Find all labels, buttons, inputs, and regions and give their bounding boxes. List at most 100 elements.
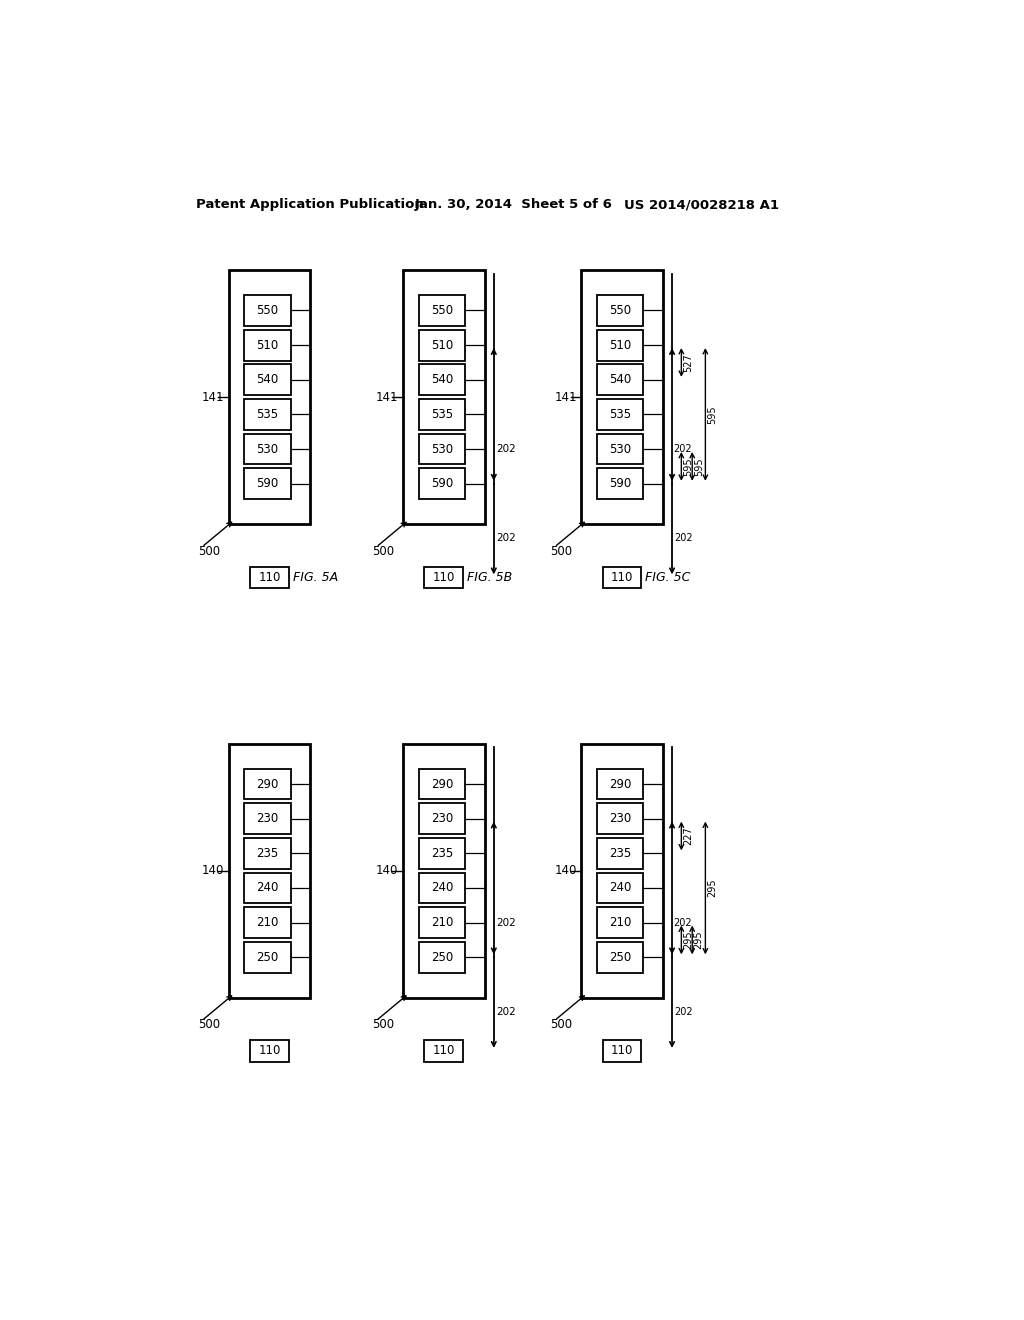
Text: 235: 235 xyxy=(609,847,631,859)
Text: 530: 530 xyxy=(256,442,279,455)
Text: 202: 202 xyxy=(674,917,692,928)
Text: 230: 230 xyxy=(431,812,453,825)
Text: 530: 530 xyxy=(431,442,453,455)
Text: 290: 290 xyxy=(609,777,632,791)
Text: 202: 202 xyxy=(496,917,516,928)
Bar xyxy=(597,296,643,326)
Text: US 2014/0028218 A1: US 2014/0028218 A1 xyxy=(624,198,779,211)
Text: 240: 240 xyxy=(609,882,632,895)
Text: 550: 550 xyxy=(609,304,631,317)
Text: 202: 202 xyxy=(674,444,692,454)
Bar xyxy=(245,399,291,430)
Text: 202: 202 xyxy=(496,533,516,543)
Bar xyxy=(582,271,663,524)
Text: 230: 230 xyxy=(609,812,631,825)
Text: 141: 141 xyxy=(376,391,398,404)
Text: 290: 290 xyxy=(256,777,279,791)
Bar xyxy=(419,469,465,499)
Text: 227: 227 xyxy=(683,826,693,845)
Text: 235: 235 xyxy=(431,847,453,859)
Text: 535: 535 xyxy=(431,408,453,421)
Text: 141: 141 xyxy=(554,391,577,404)
Text: 500: 500 xyxy=(198,1018,220,1031)
Text: 235: 235 xyxy=(256,847,279,859)
Bar xyxy=(419,907,465,939)
Text: 590: 590 xyxy=(431,478,453,490)
Text: 202: 202 xyxy=(496,444,516,454)
Text: FIG. 5B: FIG. 5B xyxy=(467,570,512,583)
Bar xyxy=(245,942,291,973)
Text: 595: 595 xyxy=(707,405,717,424)
Text: 590: 590 xyxy=(609,478,631,490)
Bar xyxy=(419,364,465,395)
Bar xyxy=(419,768,465,800)
Text: Jan. 30, 2014  Sheet 5 of 6: Jan. 30, 2014 Sheet 5 of 6 xyxy=(415,198,612,211)
Text: 202: 202 xyxy=(496,1007,516,1016)
Text: 500: 500 xyxy=(198,545,220,557)
Bar xyxy=(245,434,291,465)
Text: 110: 110 xyxy=(258,570,281,583)
Text: 540: 540 xyxy=(431,374,453,387)
Text: 500: 500 xyxy=(372,545,394,557)
Text: 510: 510 xyxy=(431,339,453,351)
Bar xyxy=(419,296,465,326)
Bar xyxy=(597,873,643,903)
Text: FIG. 5C: FIG. 5C xyxy=(645,570,690,583)
Bar xyxy=(419,838,465,869)
Bar xyxy=(245,907,291,939)
Bar xyxy=(250,1040,289,1061)
Bar xyxy=(245,469,291,499)
Bar xyxy=(419,399,465,430)
Text: 550: 550 xyxy=(256,304,279,317)
Bar xyxy=(245,364,291,395)
Bar xyxy=(582,743,663,998)
Bar xyxy=(597,804,643,834)
Bar xyxy=(597,364,643,395)
Bar xyxy=(245,873,291,903)
Bar xyxy=(228,743,310,998)
Bar xyxy=(419,434,465,465)
Text: 535: 535 xyxy=(609,408,631,421)
Text: 210: 210 xyxy=(256,916,279,929)
Bar xyxy=(597,469,643,499)
Text: 230: 230 xyxy=(256,812,279,825)
Bar xyxy=(250,566,289,589)
Bar xyxy=(597,907,643,939)
Text: 595: 595 xyxy=(693,457,703,475)
Text: 110: 110 xyxy=(432,570,455,583)
Bar xyxy=(603,566,641,589)
Text: Patent Application Publication: Patent Application Publication xyxy=(197,198,424,211)
Bar xyxy=(245,804,291,834)
Text: 110: 110 xyxy=(258,1044,281,1057)
Text: 510: 510 xyxy=(609,339,631,351)
Bar xyxy=(245,296,291,326)
Bar xyxy=(419,330,465,360)
Bar xyxy=(419,804,465,834)
Bar xyxy=(424,1040,463,1061)
Text: 210: 210 xyxy=(609,916,632,929)
Text: 250: 250 xyxy=(256,950,279,964)
Text: 290: 290 xyxy=(431,777,453,791)
Bar xyxy=(597,434,643,465)
Text: 535: 535 xyxy=(256,408,279,421)
Text: 110: 110 xyxy=(611,1044,633,1057)
Text: 510: 510 xyxy=(256,339,279,351)
Text: 540: 540 xyxy=(256,374,279,387)
Bar xyxy=(603,1040,641,1061)
Text: 110: 110 xyxy=(611,570,633,583)
Text: 595: 595 xyxy=(683,457,693,475)
Text: 530: 530 xyxy=(609,442,631,455)
Text: 240: 240 xyxy=(431,882,453,895)
Text: 140: 140 xyxy=(554,865,577,878)
Bar xyxy=(403,743,484,998)
Text: 110: 110 xyxy=(432,1044,455,1057)
Bar xyxy=(597,768,643,800)
Bar xyxy=(419,942,465,973)
Bar xyxy=(228,271,310,524)
Text: 590: 590 xyxy=(256,478,279,490)
Text: 202: 202 xyxy=(675,1007,693,1016)
Text: 295: 295 xyxy=(693,931,703,949)
Text: 500: 500 xyxy=(550,1018,572,1031)
Text: 240: 240 xyxy=(256,882,279,895)
Text: 250: 250 xyxy=(431,950,453,964)
